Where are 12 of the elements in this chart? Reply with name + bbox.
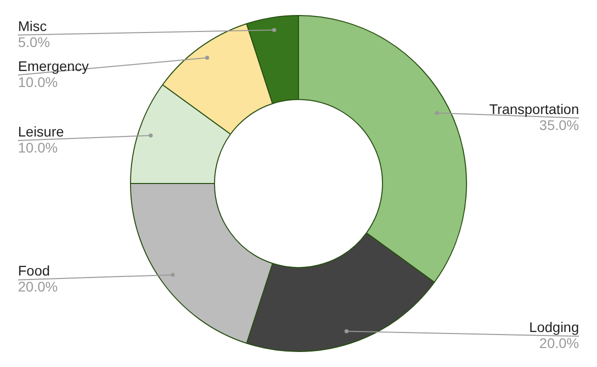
slice-label: Leisure	[18, 123, 64, 140]
slice-label: Emergency	[18, 58, 89, 74]
data-label: 10.0%	[18, 74, 58, 90]
slice-label: Transportation	[489, 100, 579, 117]
slice-label: Food	[18, 262, 50, 279]
data-label: 20.0%	[539, 335, 579, 352]
data-label: 20.0%	[18, 278, 58, 295]
slice-label: Misc	[18, 18, 47, 34]
data-label: 5.0%	[18, 34, 50, 50]
data-label: 35.0%	[539, 116, 579, 133]
slice-label: Lodging	[529, 319, 579, 336]
data-label: 10.0%	[18, 139, 58, 156]
